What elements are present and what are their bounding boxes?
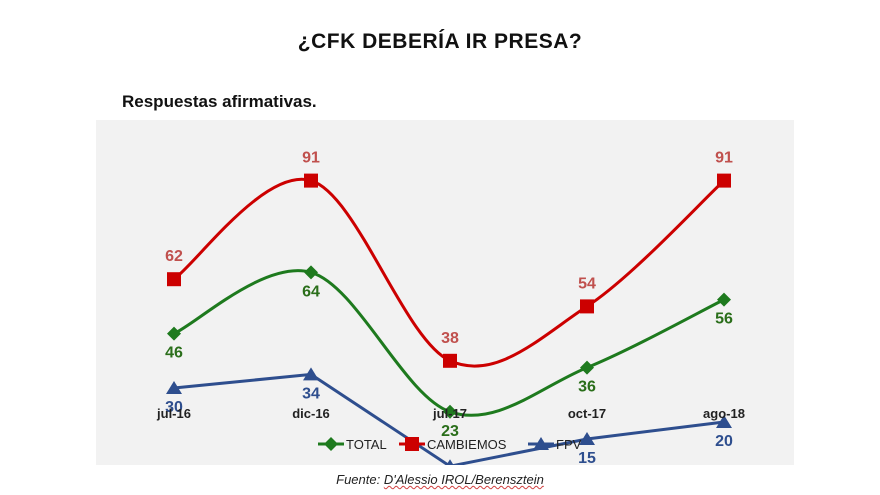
- data-label-cambiemos-2: 38: [441, 330, 459, 347]
- x-tick-label-1: dic-16: [292, 406, 330, 421]
- data-label-total-1: 64: [302, 283, 320, 300]
- data-label-total-3: 36: [578, 379, 596, 396]
- legend-label-total: TOTAL: [346, 437, 387, 452]
- data-point-fpv-0: [166, 381, 182, 394]
- data-label-total-2: 23: [441, 423, 459, 440]
- data-label-fpv-0: 30: [165, 399, 183, 416]
- chart-panel: 46642336566291385491303471520jul-16dic-1…: [96, 120, 794, 465]
- chart-plot: 46642336566291385491303471520jul-16dic-1…: [156, 150, 745, 465]
- data-point-cambiemos-1: [304, 173, 318, 188]
- legend-marker-fpv: [533, 437, 549, 450]
- series-line-fpv: [173, 372, 725, 465]
- legend-marker-total: [324, 437, 338, 451]
- data-label-fpv-4: 20: [715, 433, 733, 450]
- data-label-total-0: 46: [165, 345, 183, 362]
- data-label-cambiemos-3: 54: [578, 275, 596, 292]
- data-point-total-2: [443, 404, 457, 419]
- x-tick-label-0: jul-16: [156, 406, 191, 421]
- data-label-cambiemos-4: 91: [715, 150, 733, 167]
- data-point-cambiemos-4: [717, 173, 731, 188]
- legend-label-fpv: FPV: [556, 437, 582, 452]
- data-point-total-3: [580, 360, 594, 375]
- legend-marker-cambiemos: [405, 437, 419, 451]
- data-point-fpv-4: [716, 415, 732, 428]
- data-point-fpv-3: [579, 432, 595, 445]
- chart-title: ¿CFK DEBERÍA IR PRESA?: [297, 30, 583, 53]
- source-note: Fuente: D'Alessio IROL/Berensztein: [0, 472, 880, 487]
- data-point-total-1: [304, 265, 318, 280]
- source-name: D'Alessio IROL/Berensztein: [383, 472, 544, 487]
- data-label-fpv-1: 34: [302, 385, 320, 402]
- data-label-cambiemos-0: 62: [165, 248, 183, 265]
- data-point-total-4: [717, 292, 731, 307]
- data-point-cambiemos-0: [167, 272, 181, 287]
- data-label-total-4: 56: [715, 311, 733, 328]
- data-point-total-0: [167, 326, 181, 341]
- data-point-fpv-2: [446, 459, 454, 465]
- data-label-fpv-3: 15: [578, 450, 596, 465]
- chart-subtitle: Respuestas afirmativas.: [122, 92, 317, 111]
- data-label-cambiemos-1: 91: [302, 150, 320, 167]
- data-point-cambiemos-3: [580, 299, 594, 314]
- x-tick-label-3: oct-17: [568, 406, 606, 421]
- data-point-cambiemos-2: [443, 353, 457, 368]
- source-prefix: Fuente:: [336, 472, 384, 487]
- x-tick-label-4: ago-18: [703, 406, 745, 421]
- x-tick-label-2: jul-17: [432, 406, 467, 421]
- legend-label-cambiemos: CAMBIEMOS: [427, 437, 507, 452]
- data-point-fpv-1: [303, 367, 319, 381]
